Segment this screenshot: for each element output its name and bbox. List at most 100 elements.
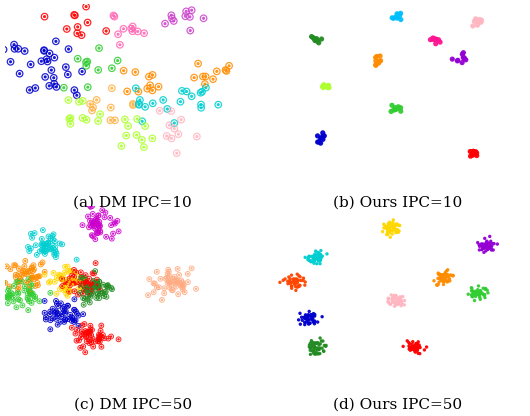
Point <box>117 143 126 149</box>
Point <box>85 330 94 337</box>
Point <box>172 283 180 290</box>
Point <box>72 277 80 284</box>
Point <box>26 267 34 274</box>
Point <box>61 280 70 286</box>
Point <box>319 133 327 140</box>
Point <box>412 342 420 349</box>
Point <box>442 272 450 279</box>
Point <box>294 283 303 290</box>
Point <box>82 62 91 69</box>
Point <box>96 229 104 236</box>
Point <box>292 276 300 283</box>
Point <box>409 346 417 352</box>
Point <box>14 286 22 292</box>
Point <box>51 244 59 250</box>
Point <box>78 275 87 281</box>
Point <box>76 278 85 285</box>
Point <box>76 269 85 276</box>
Point <box>132 131 141 138</box>
Point <box>388 219 397 225</box>
Point <box>19 267 27 274</box>
Point <box>47 235 55 242</box>
Point <box>40 271 49 278</box>
Point <box>149 289 158 296</box>
Point <box>308 253 316 260</box>
Point <box>320 83 328 89</box>
Point <box>29 267 37 274</box>
Point <box>167 281 175 287</box>
Point <box>439 273 448 280</box>
Point <box>82 333 91 339</box>
Point <box>484 242 493 248</box>
Point <box>470 18 479 25</box>
Point <box>63 292 72 299</box>
Point <box>164 266 172 273</box>
Point <box>67 279 76 285</box>
Point <box>60 303 68 310</box>
Point <box>78 322 86 329</box>
Point <box>397 298 405 305</box>
Point <box>88 107 96 114</box>
Point <box>24 307 32 313</box>
Point <box>309 344 317 350</box>
Point <box>303 314 312 321</box>
Point <box>89 219 98 225</box>
Point <box>63 263 72 270</box>
Point <box>177 281 186 287</box>
Point <box>393 301 401 308</box>
Point <box>78 97 87 104</box>
Point <box>393 10 401 17</box>
Point <box>58 241 66 248</box>
Point <box>63 263 72 270</box>
Point <box>87 232 96 238</box>
Point <box>52 300 61 307</box>
Point <box>319 84 328 91</box>
Point <box>148 87 157 94</box>
Point <box>46 308 55 315</box>
Point <box>187 265 196 272</box>
Point <box>94 212 103 219</box>
Point <box>316 257 325 264</box>
Point <box>10 282 18 289</box>
Point <box>41 244 49 250</box>
Point <box>80 287 88 294</box>
Point <box>46 290 55 296</box>
Point <box>25 287 34 294</box>
Point <box>83 296 92 303</box>
Point <box>184 279 192 285</box>
Point <box>102 294 111 300</box>
Point <box>197 101 205 108</box>
Point <box>113 218 122 224</box>
Point <box>50 81 58 87</box>
Point <box>74 322 83 329</box>
Point <box>69 280 77 287</box>
Point <box>62 290 70 297</box>
Point <box>296 274 304 280</box>
Point <box>87 332 95 339</box>
Point <box>430 277 438 284</box>
Point <box>48 233 57 239</box>
Point <box>94 221 103 228</box>
Point <box>28 235 37 241</box>
Point <box>309 343 317 350</box>
Point <box>413 340 422 347</box>
Point <box>91 338 100 345</box>
Point <box>388 231 396 238</box>
Point <box>385 225 394 232</box>
Point <box>72 308 80 315</box>
Point <box>38 259 47 266</box>
Point <box>41 74 49 80</box>
Point <box>93 230 102 237</box>
Point <box>93 230 102 236</box>
Point <box>56 286 64 292</box>
Point <box>47 67 56 73</box>
Point <box>15 265 23 272</box>
Point <box>91 225 100 232</box>
Point <box>42 314 50 320</box>
Point <box>108 65 116 72</box>
Point <box>395 295 403 302</box>
Point <box>414 345 422 352</box>
Point <box>470 297 479 304</box>
Point <box>174 131 183 138</box>
Point <box>447 272 456 279</box>
